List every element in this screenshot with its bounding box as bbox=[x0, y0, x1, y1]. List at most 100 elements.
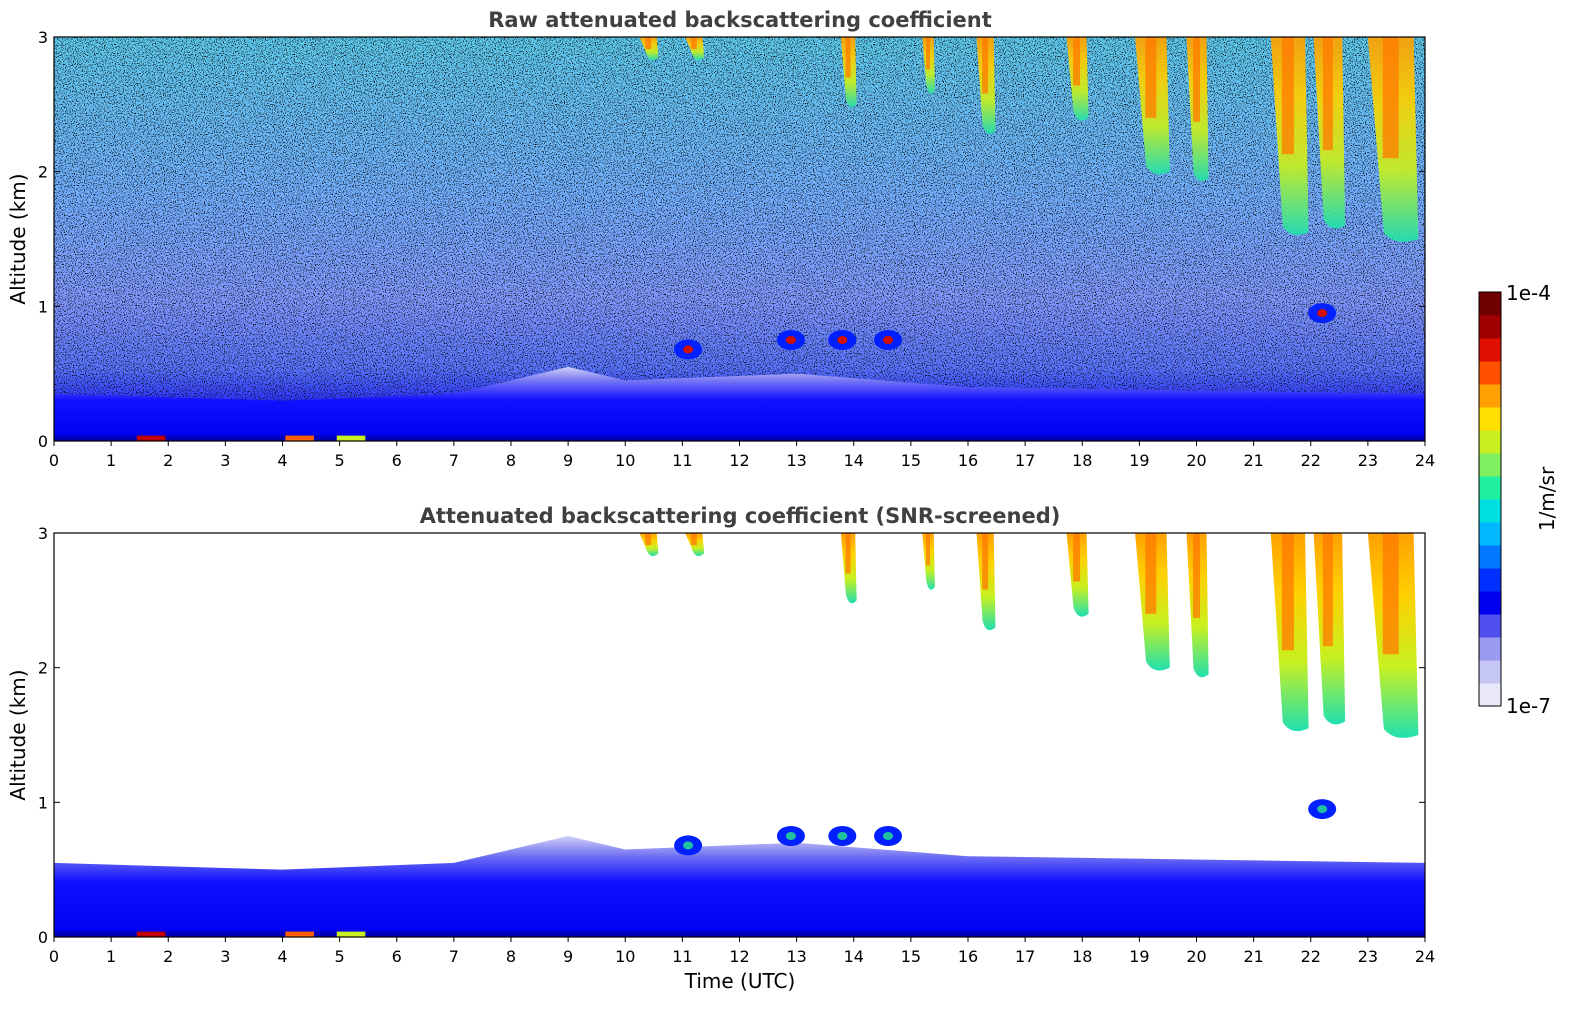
y-tick-label: 1 bbox=[38, 793, 48, 812]
panel-screened: Attenuated backscattering coefficient (S… bbox=[6, 504, 1435, 993]
x-tick-label: 21 bbox=[1243, 947, 1263, 966]
colorbar-step bbox=[1479, 637, 1501, 661]
y-tick-label: 3 bbox=[38, 28, 48, 47]
x-tick-label: 16 bbox=[958, 451, 978, 470]
x-tick-label: 13 bbox=[786, 451, 806, 470]
x-tick-label: 1 bbox=[106, 451, 116, 470]
panel-raw: Raw attenuated backscattering coefficien… bbox=[6, 8, 1435, 470]
x-tick-label: 18 bbox=[1072, 451, 1092, 470]
y-tick-label: 0 bbox=[38, 928, 48, 947]
colorbar-label: 1/m/sr bbox=[1535, 466, 1559, 531]
colorbar-step bbox=[1479, 499, 1501, 523]
x-tick-label: 9 bbox=[563, 947, 573, 966]
colorbar-step bbox=[1479, 591, 1501, 615]
low-cloud-cell-core bbox=[837, 832, 848, 840]
x-tick-label: 13 bbox=[786, 947, 806, 966]
fall-streak-core bbox=[926, 37, 931, 70]
low-cloud-cell-core bbox=[883, 832, 894, 840]
raw-fall-streaks bbox=[639, 37, 1419, 242]
panel-screened-title: Attenuated backscattering coefficient (S… bbox=[420, 504, 1061, 528]
x-tick-label: 11 bbox=[672, 947, 692, 966]
colorbar-step bbox=[1479, 338, 1501, 362]
x-tick-label: 14 bbox=[844, 451, 864, 470]
fall-streak-core bbox=[1382, 37, 1399, 159]
boundary-layer-area bbox=[54, 366, 1425, 441]
x-tick-label: 2 bbox=[163, 451, 173, 470]
x-tick-label: 20 bbox=[1186, 451, 1206, 470]
low-cloud-cell-core bbox=[785, 832, 796, 840]
panel-screened-ylabel: Altitude (km) bbox=[6, 669, 30, 800]
near-ground-signal bbox=[136, 931, 166, 937]
x-tick-label: 17 bbox=[1015, 451, 1035, 470]
screened-boundary-layer bbox=[54, 836, 1425, 937]
panel-screened-yaxis: 0 1 2 3 bbox=[38, 524, 1425, 947]
near-ground-signal bbox=[285, 435, 314, 441]
x-tick-label: 10 bbox=[615, 947, 635, 966]
fall-streak-core bbox=[982, 533, 989, 590]
near-ground-signal bbox=[336, 931, 366, 937]
colorbar-step bbox=[1479, 292, 1501, 316]
fall-streak-core bbox=[1281, 37, 1294, 155]
low-cloud-cell-core bbox=[1317, 309, 1328, 318]
colorbar-max-label: 1e-4 bbox=[1506, 281, 1551, 305]
colorbar-frame bbox=[1478, 291, 1502, 707]
x-tick-label: 3 bbox=[220, 451, 230, 470]
fall-streak-core bbox=[1382, 533, 1399, 655]
colorbar-min-label: 1e-7 bbox=[1506, 694, 1551, 718]
x-tick-label: 12 bbox=[729, 451, 749, 470]
colorbar-step bbox=[1479, 407, 1501, 431]
colorbar-step bbox=[1479, 361, 1501, 385]
x-tick-label: 21 bbox=[1243, 451, 1263, 470]
colorbar-step bbox=[1479, 315, 1501, 339]
panel-screened-xlabel: Time (UTC) bbox=[684, 969, 796, 993]
panel-screened-heatmap bbox=[54, 533, 1425, 937]
x-tick-label: 10 bbox=[615, 451, 635, 470]
near-ground-signal bbox=[136, 435, 166, 441]
colorbar-step bbox=[1479, 614, 1501, 638]
x-tick-label: 15 bbox=[901, 947, 921, 966]
x-tick-label: 14 bbox=[844, 947, 864, 966]
fall-streak-core bbox=[1073, 533, 1081, 582]
colorbar-step bbox=[1479, 476, 1501, 500]
x-tick-label: 6 bbox=[392, 947, 402, 966]
boundary-layer-area bbox=[54, 836, 1425, 937]
fall-streak-core bbox=[645, 37, 652, 50]
y-tick-label: 0 bbox=[38, 432, 48, 451]
x-tick-label: 20 bbox=[1186, 947, 1206, 966]
x-tick-label: 24 bbox=[1415, 947, 1435, 966]
x-tick-label: 0 bbox=[49, 451, 59, 470]
x-tick-label: 22 bbox=[1301, 947, 1321, 966]
x-tick-label: 23 bbox=[1358, 947, 1378, 966]
colorbar-step bbox=[1479, 522, 1501, 546]
x-tick-label: 0 bbox=[49, 947, 59, 966]
screened-fall-streaks bbox=[639, 533, 1419, 738]
low-cloud-cell-core bbox=[683, 345, 694, 354]
x-tick-label: 24 bbox=[1415, 451, 1435, 470]
fall-streak-core bbox=[845, 533, 851, 574]
y-tick-label: 3 bbox=[38, 524, 48, 543]
x-tick-label: 3 bbox=[220, 947, 230, 966]
x-tick-label: 4 bbox=[277, 947, 287, 966]
low-cloud-cell-core bbox=[883, 336, 894, 344]
fall-streak-core bbox=[982, 37, 989, 94]
panel-raw-title: Raw attenuated backscattering coefficien… bbox=[488, 8, 992, 32]
panel-raw-ylabel: Altitude (km) bbox=[6, 173, 30, 304]
colorbar-step bbox=[1479, 660, 1501, 684]
ground-strip bbox=[54, 931, 1425, 937]
x-tick-label: 4 bbox=[277, 451, 287, 470]
x-tick-label: 9 bbox=[563, 451, 573, 470]
x-tick-label: 7 bbox=[449, 451, 459, 470]
fall-streak-core bbox=[690, 533, 697, 546]
x-tick-label: 19 bbox=[1129, 451, 1149, 470]
raw-low-cloud-cells bbox=[674, 303, 1337, 360]
colorbar-step bbox=[1479, 384, 1501, 408]
fall-streak-core bbox=[845, 37, 851, 78]
x-tick-label: 22 bbox=[1301, 451, 1321, 470]
x-tick-label: 1 bbox=[106, 947, 116, 966]
x-tick-label: 18 bbox=[1072, 947, 1092, 966]
fall-streak-core bbox=[1193, 37, 1200, 122]
colorbar-step bbox=[1479, 683, 1501, 707]
x-tick-label: 6 bbox=[392, 451, 402, 470]
x-tick-label: 2 bbox=[163, 947, 173, 966]
